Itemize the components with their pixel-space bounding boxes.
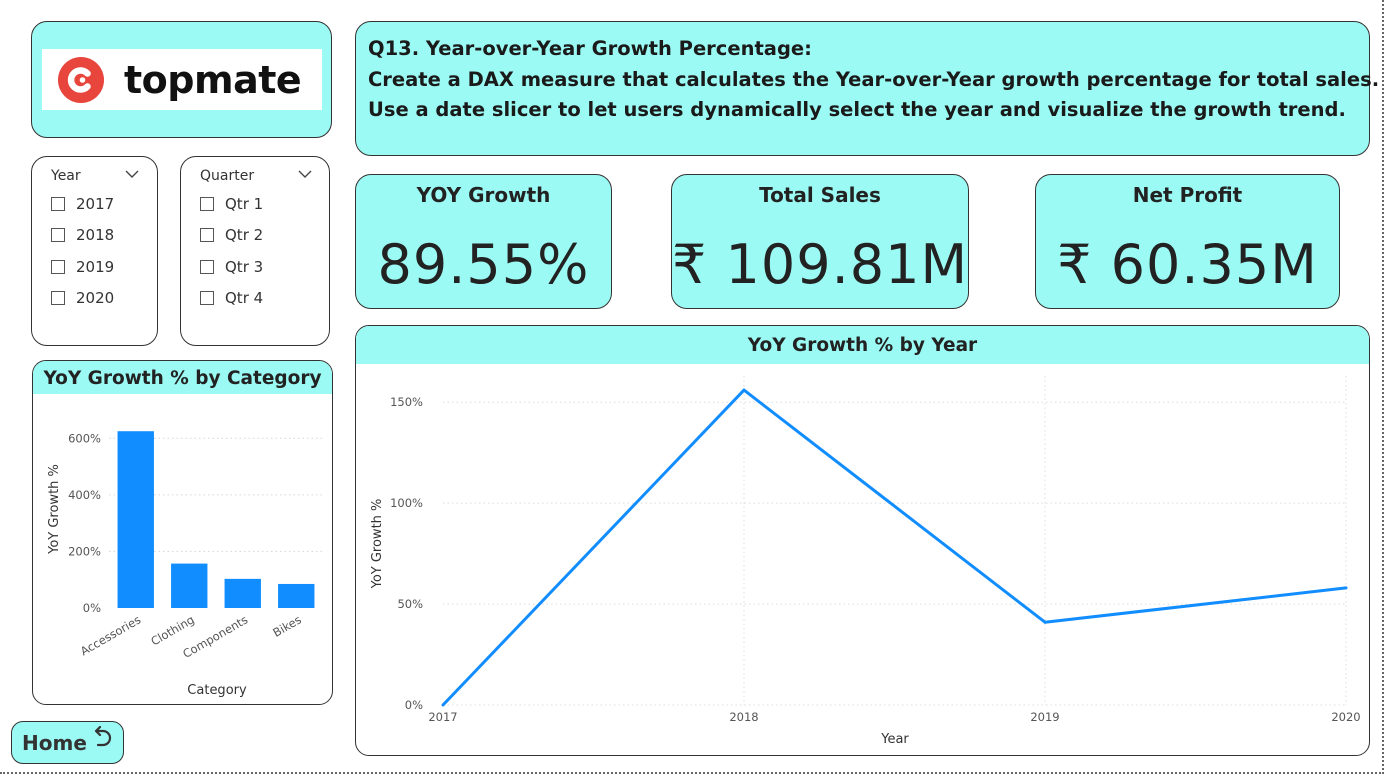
checkbox[interactable] (200, 228, 214, 242)
checkbox[interactable] (51, 291, 65, 305)
topmate-logo-icon (58, 56, 104, 103)
logo: topmate (42, 49, 322, 110)
y-tick-label: 0% (83, 601, 101, 615)
chevron-down-icon[interactable] (298, 169, 312, 179)
quarter-slicer-title: Quarter (200, 168, 255, 184)
y-tick-label: 150% (390, 395, 423, 409)
kpi-value: 89.55% (377, 233, 590, 296)
category-bar-chart: 0%200%400%600%Accessories ClothingCompone… (47, 431, 323, 698)
quarter-option-label: Qtr 1 (225, 195, 264, 213)
logo-text: topmate (124, 57, 302, 102)
data-point (441, 703, 445, 707)
x-tick-label: 2017 (428, 710, 457, 724)
year-option-2017[interactable]: 2017 (51, 194, 114, 214)
x-tick-label: 2018 (729, 710, 758, 724)
checkbox[interactable] (51, 197, 65, 211)
year-option-2019[interactable]: 2019 (51, 257, 114, 277)
x-tick-label: 2019 (1030, 710, 1059, 724)
checkbox[interactable] (200, 291, 214, 305)
category-chart-panel: 0% 200% 400% 600% Accessories Clothing Compone… (32, 360, 333, 705)
year-option-2020[interactable]: 2020 (51, 288, 114, 308)
checkbox[interactable] (51, 228, 65, 242)
checkbox[interactable] (51, 260, 65, 274)
quarter-slicer: Quarter Qtr 1 Qtr 2 Qtr 3 Qtr 4 (180, 156, 330, 346)
quarter-option-label: Qtr 2 (225, 226, 264, 244)
y-tick-label: 50% (397, 597, 423, 611)
kpi-value: ₹ 109.81M (672, 233, 969, 296)
data-point (742, 388, 746, 392)
chevron-down-icon[interactable] (125, 169, 139, 179)
year-option-2018[interactable]: 2018 (51, 225, 114, 245)
kpi-title: Total Sales (759, 183, 881, 207)
x-tick-label: 2020 (1331, 710, 1360, 724)
x-tick-label: Accessories (78, 612, 143, 658)
kpi-title: Net Profit (1132, 183, 1243, 207)
year-chart-panel: 0% 50% 100% 150% 2017 2018 2019 2020 Year YoY Gro… (355, 325, 1370, 756)
bar (278, 583, 315, 608)
kpi-card-yoy-growth: YOY Growth 89.55% (355, 174, 612, 309)
year-option-label: 2018 (76, 226, 115, 244)
x-tick-label: Bikes (270, 612, 303, 639)
year-option-label: 2019 (76, 258, 115, 276)
kpi-card-total-sales: Total Sales ₹ 109.81M (671, 174, 969, 309)
category-chart-title: YoY Growth % by Category (33, 361, 332, 394)
x-axis-title: Year (880, 732, 909, 747)
year-slicer: Year 2017 2018 2019 2020 (31, 156, 158, 346)
data-point (1344, 586, 1348, 590)
y-tick-label: 0% (405, 698, 423, 712)
year-option-label: 2020 (76, 289, 115, 307)
home-label: Home (22, 730, 87, 755)
kpi-card-net-profit: Net Profit ₹ 60.35M (1035, 174, 1340, 309)
year-option-label: 2017 (76, 195, 115, 213)
checkbox[interactable] (200, 260, 214, 274)
y-axis-title: YoY Growth % (370, 499, 385, 590)
y-axis-title: YoY Growth % (47, 464, 62, 555)
quarter-option-3[interactable]: Qtr 3 (200, 257, 263, 277)
bar (224, 578, 261, 608)
y-tick-label: 100% (390, 496, 423, 510)
question-card: Q13. Year-over-Year Growth Percentage: C… (355, 21, 1379, 156)
bar (171, 563, 208, 608)
x-axis-title: Category (187, 683, 247, 698)
return-arrow-icon (94, 725, 111, 746)
checkbox[interactable] (200, 197, 214, 211)
y-tick-label: 600% (68, 431, 101, 445)
kpi-value: ₹ 60.35M (1057, 233, 1318, 296)
quarter-option-label: Qtr 3 (225, 258, 264, 276)
kpi-title: YOY Growth (416, 183, 551, 207)
year-chart-title: YoY Growth % by Year (356, 326, 1369, 364)
question-line: Create a DAX measure that calculates the… (368, 68, 1380, 91)
question-line: Use a date slicer to let users dynamical… (368, 98, 1346, 121)
year-slicer-title: Year (51, 168, 81, 184)
logo-card: topmate (31, 21, 332, 138)
home-button[interactable]: Home (11, 721, 124, 764)
quarter-option-4[interactable]: Qtr 4 (200, 288, 263, 308)
quarter-option-2[interactable]: Qtr 2 (200, 225, 263, 245)
quarter-option-1[interactable]: Qtr 1 (200, 194, 263, 214)
series-line (441, 388, 1347, 707)
quarter-option-label: Qtr 4 (225, 289, 264, 307)
year-line-chart: 0% 50% 100% 150% 2017 2018 2019 2020 Year YoY Gro… (370, 376, 1361, 747)
question-heading: Q13. Year-over-Year Growth Percentage: (368, 37, 812, 60)
data-point (1043, 620, 1047, 624)
y-tick-label: 400% (68, 488, 101, 502)
y-tick-label: 200% (68, 544, 101, 558)
bar (117, 431, 154, 608)
